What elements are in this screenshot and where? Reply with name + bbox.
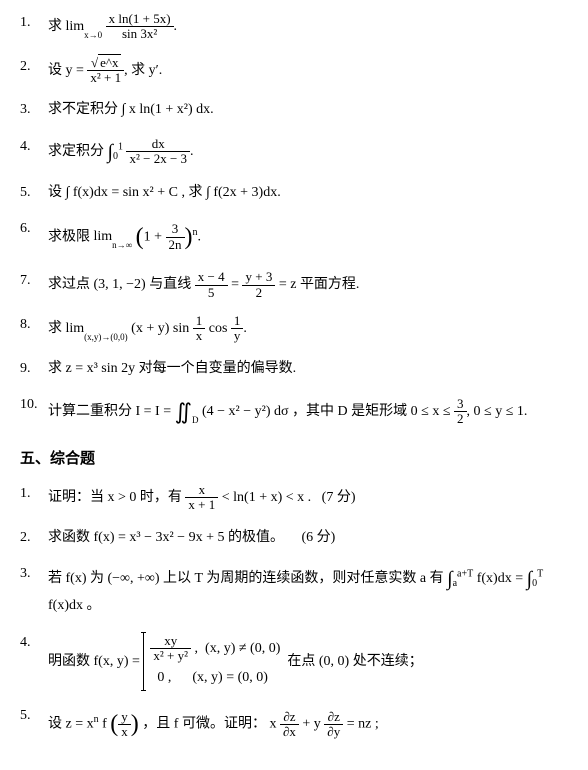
text: 证明：当 x > 0 时，有 bbox=[48, 490, 182, 505]
problem-1: 1. 求 limx→0 x ln(1 + 5x) sin 3x² . bbox=[20, 12, 568, 42]
problem-content: 若 f(x) 为 (−∞, +∞) 上以 T 为周期的连续函数，则对任意实数 a… bbox=[48, 563, 568, 617]
problem-content: 求函数 f(x) = x³ − 3x² − 9x + 5 的极值。 (6 分) bbox=[48, 527, 568, 549]
problem-8: 8. 求 lim(x,y)→(0,0) (x + y) sin 1 x cos … bbox=[20, 314, 568, 344]
fraction: √e^x x² + 1 bbox=[87, 56, 124, 86]
case-row: xy x² + y² , (x, y) ≠ (0, 0) bbox=[150, 632, 280, 666]
problem-number: 5. bbox=[20, 705, 48, 727]
double-integral-icon: ∬ bbox=[175, 399, 192, 424]
text: 求 bbox=[48, 19, 62, 34]
problem-9: 9. 求 z = x³ sin 2y 对每一个自变量的偏导数. bbox=[20, 358, 568, 380]
cases: xy x² + y² , (x, y) ≠ (0, 0) 0 , (x, y) … bbox=[143, 632, 280, 692]
problem-5-1: 1. 证明：当 x > 0 时，有 x x + 1 < ln(1 + x) < … bbox=[20, 483, 568, 513]
text: < ln(1 + x) < x . bbox=[222, 490, 311, 505]
fraction: 1 y bbox=[231, 314, 244, 344]
text: = z 平面方程. bbox=[279, 277, 360, 292]
text: 设 y = bbox=[48, 63, 84, 78]
limit-op: limx→0 bbox=[66, 19, 103, 34]
text: . bbox=[243, 321, 247, 336]
problem-content: 设 z = xn f ( y x ) ，且 f 可微。证明： x ∂z ∂x +… bbox=[48, 705, 568, 743]
problem-number: 4. bbox=[20, 136, 48, 158]
problem-3: 3. 求不定积分 ∫ x ln(1 + x²) dx. bbox=[20, 99, 568, 121]
problem-content: 求不定积分 ∫ x ln(1 + x²) dx. bbox=[48, 99, 568, 121]
problem-number: 1. bbox=[20, 12, 48, 34]
score: (6 分) bbox=[301, 530, 335, 545]
fraction: x ln(1 + 5x) sin 3x² bbox=[106, 12, 174, 42]
text: 计算二重积分 I = I = bbox=[48, 404, 171, 419]
text: 求过点 (3, 1, −2) 与直线 bbox=[48, 277, 191, 292]
paren-icon: ( bbox=[110, 711, 118, 737]
problem-number: 1. bbox=[20, 483, 48, 505]
fraction: 3 2 bbox=[454, 397, 467, 427]
problem-content: 求定积分 ∫01 dx x² − 2x − 3 . bbox=[48, 136, 568, 168]
text: 设 z = x bbox=[48, 717, 94, 732]
problem-content: 计算二重积分 I = I = ∬D (4 − x² − y²) dσ ，其中 D… bbox=[48, 394, 568, 429]
fraction: x x + 1 bbox=[185, 483, 218, 513]
text: ，且 f 可微。证明： bbox=[142, 717, 266, 732]
problem-number: 3. bbox=[20, 563, 48, 585]
score: (7 分) bbox=[322, 490, 356, 505]
problem-content: 求 z = x³ sin 2y 对每一个自变量的偏导数. bbox=[48, 358, 568, 380]
case-row: 0 , (x, y) = (0, 0) bbox=[150, 665, 280, 691]
text: . bbox=[198, 229, 202, 244]
problem-6: 6. 求极限 limn→∞ (1 + 3 2n )n. bbox=[20, 218, 568, 256]
text: 明函数 f(x, y) = bbox=[48, 654, 140, 669]
problem-content: 明函数 f(x, y) = xy x² + y² , (x, y) ≠ (0, … bbox=[48, 632, 568, 692]
problem-10: 10. 计算二重积分 I = I = ∬D (4 − x² − y²) dσ ，… bbox=[20, 394, 568, 429]
text: = nz ; bbox=[347, 717, 379, 732]
problem-number: 2. bbox=[20, 56, 48, 78]
problem-5-2: 2. 求函数 f(x) = x³ − 3x² − 9x + 5 的极值。 (6 … bbox=[20, 527, 568, 549]
text: . bbox=[174, 19, 178, 34]
section-title: 五、综合题 bbox=[20, 447, 568, 471]
text: . bbox=[190, 144, 194, 159]
problem-7: 7. 求过点 (3, 1, −2) 与直线 x − 4 5 = y + 3 2 … bbox=[20, 270, 568, 300]
text: 。 bbox=[87, 598, 101, 613]
fraction: dx x² − 2x − 3 bbox=[126, 137, 190, 167]
text: 求函数 f(x) = x³ − 3x² − 9x + 5 的极值。 bbox=[48, 530, 284, 545]
text: 求定积分 bbox=[48, 144, 104, 159]
problem-content: 求极限 limn→∞ (1 + 3 2n )n. bbox=[48, 218, 568, 256]
text: 求 bbox=[48, 321, 62, 336]
limit-op: lim(x,y)→(0,0) bbox=[66, 321, 128, 336]
problem-number: 7. bbox=[20, 270, 48, 292]
problem-number: 9. bbox=[20, 358, 48, 380]
problem-5-5: 5. 设 z = xn f ( y x ) ，且 f 可微。证明： x ∂z ∂… bbox=[20, 705, 568, 743]
problem-content: 设 ∫ f(x)dx = sin x² + C , 求 ∫ f(2x + 3)d… bbox=[48, 182, 568, 204]
paren-icon: ) bbox=[131, 711, 139, 737]
text: 求极限 bbox=[48, 229, 90, 244]
problem-content: 求 limx→0 x ln(1 + 5x) sin 3x² . bbox=[48, 12, 568, 42]
text: 在点 (0, 0) 处不连续； bbox=[287, 654, 422, 669]
fraction: 3 2n bbox=[166, 222, 185, 252]
problem-5-3: 3. 若 f(x) 为 (−∞, +∞) 上以 T 为周期的连续函数，则对任意实… bbox=[20, 563, 568, 617]
problem-number: 2. bbox=[20, 527, 48, 549]
problem-number: 6. bbox=[20, 218, 48, 240]
limit-op: limn→∞ bbox=[94, 229, 133, 244]
problem-number: 3. bbox=[20, 99, 48, 121]
fraction: 1 x bbox=[193, 314, 206, 344]
problem-content: 求过点 (3, 1, −2) 与直线 x − 4 5 = y + 3 2 = z… bbox=[48, 270, 568, 300]
problem-content: 求 lim(x,y)→(0,0) (x + y) sin 1 x cos 1 y… bbox=[48, 314, 568, 344]
fraction: x − 4 5 bbox=[195, 270, 228, 300]
problem-number: 4. bbox=[20, 632, 48, 654]
paren-icon: ) bbox=[185, 224, 193, 250]
text: , 求 y′. bbox=[124, 63, 162, 78]
text: , 0 ≤ y ≤ 1. bbox=[467, 404, 528, 419]
text: 若 f(x) 为 (−∞, +∞) 上以 T 为周期的连续函数，则对任意实数 a… bbox=[48, 571, 444, 586]
paren-icon: ( bbox=[136, 224, 144, 250]
problem-number: 10. bbox=[20, 394, 48, 416]
problem-number: 8. bbox=[20, 314, 48, 336]
fraction: ∂z ∂x bbox=[280, 710, 299, 740]
fraction: ∂z ∂y bbox=[324, 710, 343, 740]
problem-number: 5. bbox=[20, 182, 48, 204]
problem-2: 2. 设 y = √e^x x² + 1 , 求 y′. bbox=[20, 56, 568, 86]
problem-5-4: 4. 明函数 f(x, y) = xy x² + y² , (x, y) ≠ (… bbox=[20, 632, 568, 692]
fraction: y x bbox=[118, 710, 131, 740]
problem-content: 设 y = √e^x x² + 1 , 求 y′. bbox=[48, 56, 568, 86]
problem-4: 4. 求定积分 ∫01 dx x² − 2x − 3 . bbox=[20, 136, 568, 168]
problem-content: 证明：当 x > 0 时，有 x x + 1 < ln(1 + x) < x .… bbox=[48, 483, 568, 513]
problem-5: 5. 设 ∫ f(x)dx = sin x² + C , 求 ∫ f(2x + … bbox=[20, 182, 568, 204]
fraction: xy x² + y² bbox=[150, 634, 191, 664]
fraction: y + 3 2 bbox=[242, 270, 275, 300]
